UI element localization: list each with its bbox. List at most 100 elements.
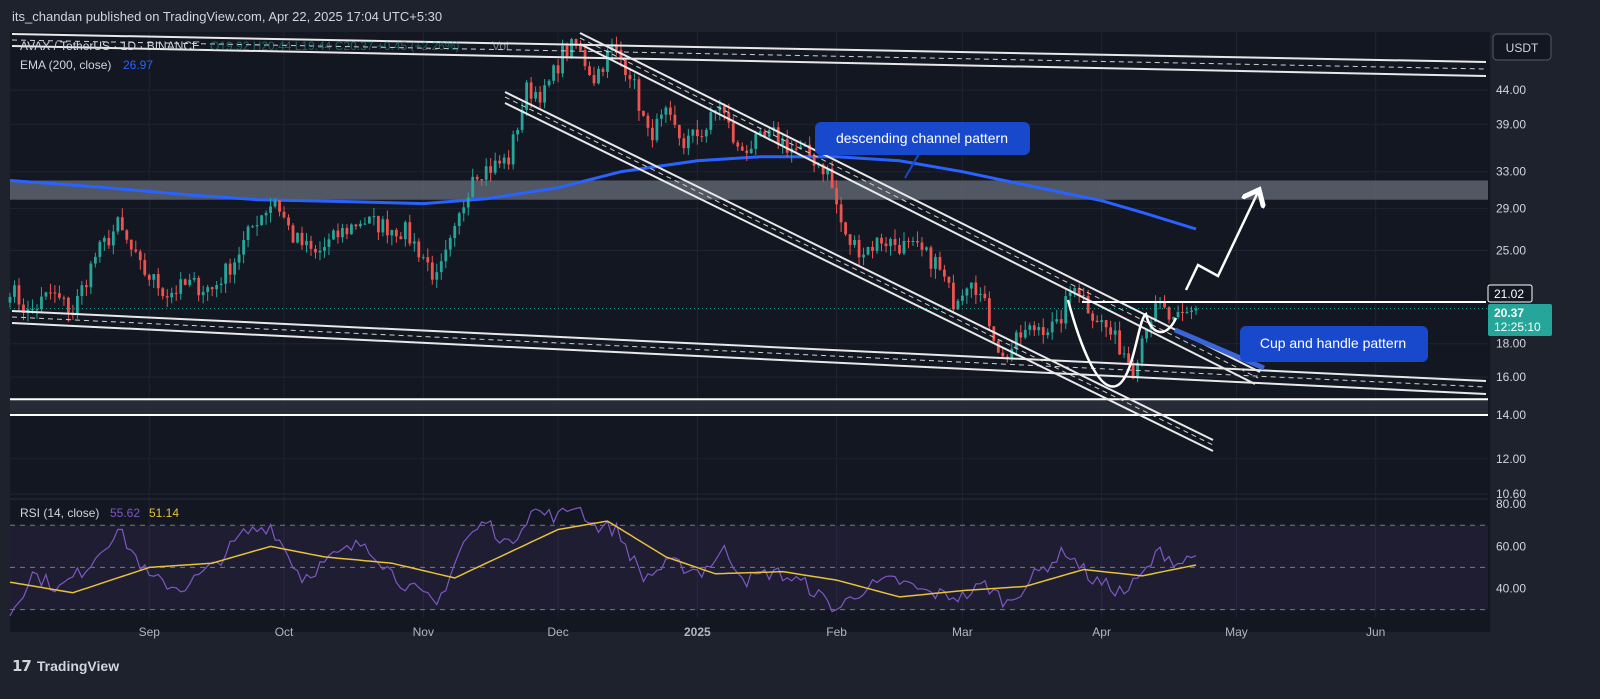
candle-body	[228, 263, 232, 275]
descending-channel-bottom-mid[interactable]	[504, 96, 1214, 446]
candle-layer	[8, 36, 1198, 383]
candle-body	[484, 166, 488, 180]
candle-body	[579, 44, 582, 50]
currency-badge[interactable]: USDT	[1506, 41, 1539, 55]
candle-body	[588, 66, 591, 76]
price-tick-label: 18.00	[1496, 337, 1526, 351]
price-tick-label: 33.00	[1496, 165, 1526, 179]
candle-body	[390, 229, 394, 236]
trendline-drawings[interactable]	[11, 32, 1487, 452]
publish-header: its_chandan published on TradingView.com…	[0, 0, 1600, 32]
volume-legend: Vol	[492, 39, 509, 53]
candle-body	[448, 238, 452, 250]
cup-curve[interactable]	[1066, 299, 1178, 388]
candle-body	[111, 231, 115, 246]
candle-body	[408, 222, 412, 244]
descending-channel-top-mid[interactable]	[579, 37, 1259, 379]
lower-channel-line-bottom[interactable]	[11, 322, 1487, 395]
ema-legend-label[interactable]: EMA (200, close)	[20, 58, 111, 72]
candle-body	[22, 304, 25, 313]
candle-body	[776, 127, 780, 145]
channel-callout-text: descending channel pattern	[836, 130, 1008, 146]
upper-channel-line-mid[interactable]	[11, 39, 1487, 70]
candle-body	[884, 243, 888, 247]
candle-body	[875, 237, 879, 251]
candle-body	[462, 207, 466, 214]
candle-body	[987, 298, 991, 327]
candle-body	[125, 230, 129, 240]
upper-channel-line-top[interactable]	[11, 33, 1487, 63]
x-tick-label: Nov	[413, 625, 434, 639]
candle-body	[916, 240, 919, 243]
rsi-tick-label: 80.00	[1496, 497, 1526, 511]
descending-channel-top[interactable]	[579, 32, 1261, 373]
lower-channel-line-mid[interactable]	[11, 316, 1487, 388]
candle-body	[394, 229, 398, 237]
candle-body	[660, 114, 663, 119]
candle-body	[889, 239, 892, 247]
candle-body	[758, 131, 762, 134]
descending-channel-top-inner[interactable]	[579, 43, 1256, 385]
candle-body	[381, 219, 385, 233]
candle-body	[866, 246, 870, 255]
x-tick-label: May	[1225, 625, 1248, 639]
candle-body	[98, 241, 102, 257]
supply-zone	[10, 180, 1488, 200]
candle-body	[498, 160, 502, 164]
candle-body	[314, 248, 317, 253]
candle-body	[80, 285, 84, 296]
candle-body	[1140, 338, 1144, 363]
descending-channel-bottom[interactable]	[504, 91, 1214, 441]
candle-body	[264, 212, 268, 216]
candle-body	[871, 246, 874, 251]
tradingview-logo[interactable]: 17 TradingView	[12, 657, 119, 675]
rsi-layer	[9, 498, 1488, 617]
candle-body	[749, 148, 753, 154]
candle-body	[929, 247, 933, 269]
symbol-legend[interactable]: AVAX / TetherUS · 1D · BINANCE	[20, 39, 200, 53]
candle-body	[305, 240, 308, 246]
candle-body	[1032, 325, 1036, 331]
projection-arrow[interactable]	[1184, 192, 1258, 291]
candle-body	[1176, 312, 1180, 317]
candle-body	[938, 256, 942, 270]
candle-body	[740, 146, 744, 151]
candle-body	[898, 244, 901, 254]
candle-body	[40, 296, 43, 310]
candle-body	[435, 272, 439, 280]
candle-body	[201, 291, 205, 296]
ema-legend-value: 26.97	[123, 58, 153, 72]
candle-body	[332, 230, 335, 240]
candle-body	[592, 75, 596, 84]
candle-body	[691, 129, 695, 136]
candle-body	[965, 288, 969, 296]
rsi-tick-label: 60.00	[1496, 539, 1526, 553]
publish-info: its_chandan published on TradingView.com…	[12, 9, 443, 24]
candle-body	[1109, 327, 1113, 335]
candle-body	[835, 188, 838, 205]
candle-body	[426, 257, 430, 263]
candle-body	[826, 168, 830, 175]
candle-body	[700, 136, 704, 138]
candle-body	[107, 237, 111, 246]
candle-body	[920, 242, 924, 250]
candle-body	[188, 279, 192, 285]
candle-body	[260, 215, 263, 226]
descending-channel-bottom-inner[interactable]	[504, 102, 1214, 452]
candle-body	[830, 168, 834, 189]
candle-body	[421, 257, 425, 259]
candle-body	[511, 134, 515, 165]
candle-body	[345, 228, 349, 235]
currency-badge-box[interactable]	[1492, 33, 1552, 61]
candle-body	[1091, 313, 1095, 321]
candle-body	[152, 274, 156, 280]
candle-body	[1028, 325, 1032, 330]
candle-body	[1077, 288, 1081, 296]
upper-channel-line-bottom[interactable]	[11, 45, 1487, 77]
candle-body	[727, 112, 731, 123]
candle-body	[969, 282, 973, 289]
rsi-legend-label[interactable]: RSI (14, close)	[20, 506, 99, 520]
candle-body	[192, 277, 196, 280]
chart-svg[interactable]: Sep Oct Nov Dec 2025 Feb Mar Apr May Jun 44.00 39.0…	[0, 0, 1600, 650]
candle-body	[1050, 321, 1054, 333]
